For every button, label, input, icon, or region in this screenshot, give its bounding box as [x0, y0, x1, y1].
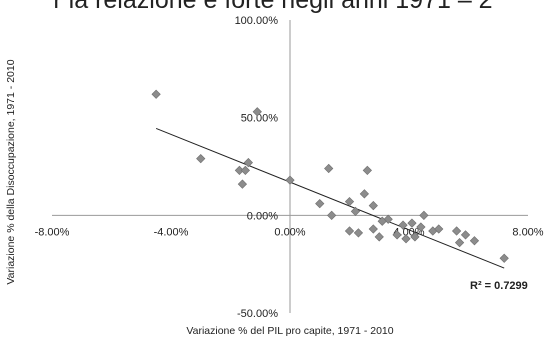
y-tick-label: 0.00%: [247, 210, 278, 222]
data-point: [151, 89, 161, 99]
data-point: [237, 179, 248, 189]
data-point: [392, 230, 402, 240]
x-tick-label: -4.00%: [154, 226, 189, 238]
data-point: [359, 189, 369, 199]
data-point: [353, 228, 364, 238]
y-axis-title: Variazione % della Disoccupazione, 1971 …: [5, 59, 17, 284]
data-point: [362, 165, 372, 176]
data-point: [368, 224, 378, 234]
data-point: [196, 154, 206, 164]
data-point: [434, 224, 444, 234]
data-point: [344, 226, 355, 236]
tick-labels: -8.00% -4.00% 0.00% 4.00% 8.00%100.00%50.00%…: [35, 15, 544, 320]
data-point: [416, 222, 426, 232]
data-point: [350, 206, 361, 217]
data-point: [469, 236, 480, 246]
data-point: [410, 232, 420, 242]
data-point: [240, 165, 250, 176]
data-point: [401, 234, 411, 244]
r-squared-label: R² = 0.7299: [470, 280, 528, 292]
data-points: [151, 89, 509, 263]
data-point: [499, 253, 509, 263]
trendline: [155, 127, 505, 269]
data-point: [324, 163, 334, 174]
y-tick-label: 100.00%: [235, 15, 279, 27]
data-point: [243, 157, 253, 168]
x-tick-label: -8.00%: [35, 226, 70, 238]
x-tick-label: 8.00%: [512, 226, 543, 238]
data-point: [344, 197, 355, 207]
y-tick-label: -50.00%: [237, 308, 278, 320]
data-point: [460, 230, 471, 240]
data-point: [327, 210, 337, 220]
data-point: [377, 216, 387, 226]
data-point: [454, 238, 465, 248]
data-point: [398, 220, 408, 230]
data-point: [374, 232, 384, 242]
slide-title: r la relazione è forte negli anni 1971 –…: [53, 0, 493, 14]
data-point: [451, 226, 462, 236]
x-tick-label: 0.00%: [274, 226, 305, 238]
data-point: [407, 218, 417, 228]
data-point: [368, 200, 378, 211]
chart-axes: [52, 20, 528, 313]
data-point: [285, 175, 295, 185]
trendline-group: [155, 127, 505, 269]
data-point: [419, 210, 429, 220]
y-tick-label: 50.00%: [241, 113, 279, 125]
x-axis-title: Variazione % del PIL pro capite, 1971 - …: [186, 325, 393, 337]
data-point: [315, 198, 325, 209]
data-point: [252, 107, 262, 117]
